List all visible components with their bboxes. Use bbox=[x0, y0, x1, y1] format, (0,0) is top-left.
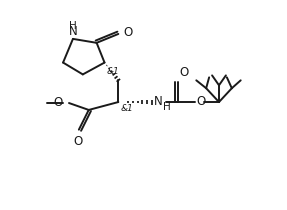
Text: H: H bbox=[163, 102, 170, 112]
Text: N: N bbox=[69, 25, 77, 38]
Text: N: N bbox=[154, 94, 163, 108]
Text: O: O bbox=[123, 26, 133, 39]
Text: O: O bbox=[54, 96, 63, 109]
Text: O: O bbox=[196, 94, 205, 108]
Text: &1: &1 bbox=[120, 104, 133, 113]
Text: O: O bbox=[73, 135, 82, 148]
Text: H: H bbox=[69, 21, 77, 31]
Text: O: O bbox=[179, 66, 189, 79]
Text: &1: &1 bbox=[106, 67, 119, 76]
